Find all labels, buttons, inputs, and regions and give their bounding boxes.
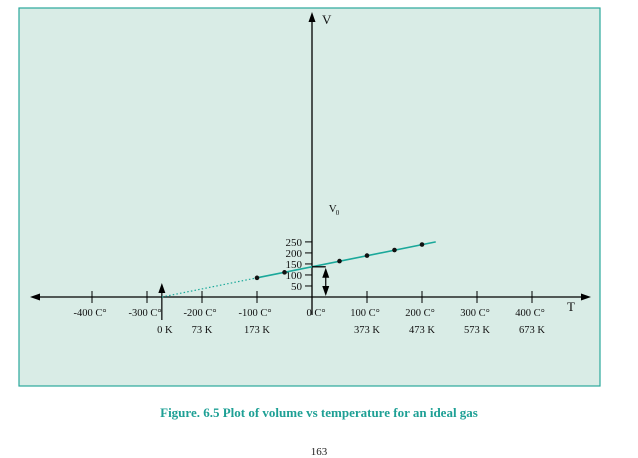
x-tick-label-kelvin: 373 K: [354, 325, 380, 336]
x-tick-label-celsius: 200 C°: [405, 308, 435, 319]
data-point: [419, 242, 425, 247]
plot-background: [18, 7, 601, 387]
figure-caption: Figure. 6.5 Plot of volume vs temperatur…: [160, 405, 478, 420]
x-tick-label-celsius: -400 C°: [73, 308, 106, 319]
x-tick-label-celsius: 400 C°: [515, 308, 545, 319]
x-tick-label-celsius: 0 C°: [306, 308, 325, 319]
x-tick-label-celsius: -200 C°: [183, 308, 216, 319]
y-tick-label: 100: [286, 270, 303, 282]
v0-arrow-up: [322, 267, 330, 278]
x-tick-label-kelvin: 73 K: [192, 325, 213, 336]
x-axis-right-arrow: [581, 293, 591, 301]
x-tick-label-kelvin: 573 K: [464, 325, 490, 336]
y-tick-label: 150: [286, 259, 303, 271]
v0-label-subscript: 0: [336, 209, 340, 217]
data-line: [256, 241, 436, 279]
x-axis-left-arrow: [30, 293, 40, 301]
y-axis-label: V: [322, 12, 332, 27]
data-point: [282, 270, 287, 275]
x-tick-label-celsius: 300 C°: [460, 308, 490, 319]
x-tick-label-kelvin: 173 K: [244, 325, 270, 336]
x-tick-label-celsius: 100 C°: [350, 308, 380, 319]
extrapolated-line: [161, 277, 258, 298]
x-axis-label: T: [567, 299, 575, 314]
x-tick-label-celsius: -100 C°: [238, 308, 271, 319]
y-tick-label: 50: [291, 281, 303, 293]
x-tick-label-kelvin: 473 K: [409, 325, 435, 336]
y-axis-arrow: [308, 12, 316, 22]
x-tick-label-kelvin: 673 K: [519, 325, 545, 336]
v0-arrow-down: [322, 286, 330, 296]
y-tick-label: 200: [286, 248, 303, 260]
data-point: [392, 247, 397, 253]
page-number: 163: [310, 446, 328, 458]
data-point: [364, 253, 370, 258]
x-tick-label-kelvin: 0 K: [157, 325, 173, 336]
v0-label: V: [329, 203, 337, 215]
data-point: [254, 275, 260, 281]
x-tick-label-celsius: -300 C°: [128, 308, 161, 319]
y-tick-label: 250: [286, 237, 303, 249]
data-point: [337, 258, 342, 264]
absolute-zero-arrowhead: [158, 283, 166, 293]
